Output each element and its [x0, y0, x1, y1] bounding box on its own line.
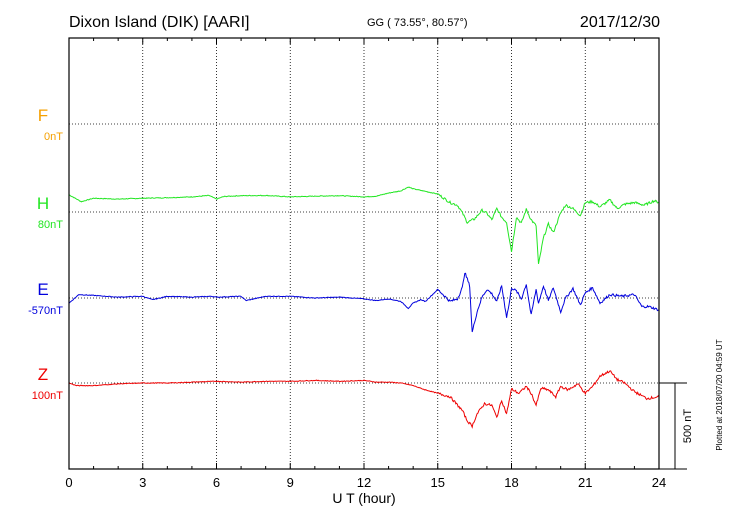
chart-date: 2017/12/30	[580, 14, 660, 31]
series-baseline-f: 0nT	[44, 131, 63, 143]
x-tick-label: 15	[431, 475, 445, 490]
grid-lines	[69, 38, 659, 469]
series-line-e	[68, 272, 660, 333]
x-tick-label: 18	[504, 475, 518, 490]
series-line-z	[68, 370, 660, 429]
series-name-z: Z	[38, 365, 48, 384]
x-tick-label: 6	[213, 475, 220, 490]
series-name-f: F	[38, 106, 48, 125]
series-name-e: E	[37, 280, 48, 299]
x-tick-label: 3	[139, 475, 146, 490]
plotted-timestamp: Plotted at 2018/07/20 04:59 UT	[715, 339, 724, 450]
scale-bar: 500 nT	[659, 382, 694, 470]
x-axis-ticks: 0 3 6 9 12 15 18 21 24	[65, 38, 666, 490]
station-coordinates: GG ( 73.55°, 80.57°)	[367, 17, 468, 29]
x-tick-label: 9	[287, 475, 294, 490]
x-tick-label: 21	[578, 475, 592, 490]
series-labels: F 0nT H 80nT E -570nT Z 100nT	[28, 106, 63, 402]
x-tick-label: 24	[652, 475, 666, 490]
chart-title: Dixon Island (DIK) [AARI]	[69, 14, 250, 31]
series-baseline-h: 80nT	[38, 219, 63, 231]
scale-bar-label: 500 nT	[682, 409, 694, 444]
x-tick-label: 12	[357, 475, 371, 490]
series-baseline-e: -570nT	[28, 305, 63, 317]
series-lines	[68, 186, 660, 429]
series-baseline-z: 100nT	[32, 390, 63, 402]
x-tick-label: 0	[65, 475, 72, 490]
x-axis-label: U T (hour)	[332, 490, 395, 506]
series-name-h: H	[37, 194, 49, 213]
series-line-h	[68, 186, 660, 264]
